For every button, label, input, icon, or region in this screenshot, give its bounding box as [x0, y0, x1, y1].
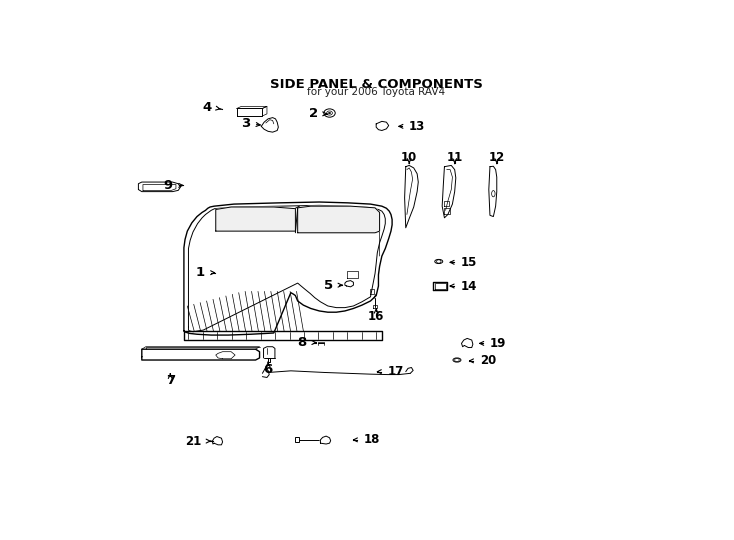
Circle shape: [324, 109, 335, 117]
Text: 4: 4: [202, 101, 211, 114]
Text: 7: 7: [166, 374, 175, 387]
Text: 9: 9: [164, 179, 172, 192]
Polygon shape: [404, 165, 418, 228]
Text: 11: 11: [446, 151, 463, 164]
Text: 10: 10: [401, 151, 418, 164]
Text: 17: 17: [388, 365, 404, 378]
Circle shape: [328, 112, 330, 114]
Text: 15: 15: [460, 256, 477, 269]
Polygon shape: [321, 436, 330, 444]
Text: 19: 19: [490, 337, 506, 350]
Polygon shape: [261, 118, 278, 132]
Polygon shape: [345, 281, 354, 287]
Polygon shape: [237, 109, 262, 116]
Polygon shape: [139, 182, 181, 192]
Bar: [295, 437, 299, 442]
Polygon shape: [216, 207, 295, 231]
Text: 1: 1: [195, 266, 204, 279]
Polygon shape: [442, 165, 456, 218]
Text: 2: 2: [309, 107, 318, 120]
Text: for your 2006 Toyota RAV4: for your 2006 Toyota RAV4: [307, 87, 446, 97]
Polygon shape: [184, 331, 382, 340]
Polygon shape: [298, 206, 379, 233]
Polygon shape: [346, 271, 358, 278]
Text: 12: 12: [489, 151, 505, 164]
Polygon shape: [376, 122, 389, 131]
Polygon shape: [433, 282, 447, 290]
Text: 14: 14: [460, 280, 477, 293]
Ellipse shape: [435, 259, 443, 264]
Ellipse shape: [453, 358, 461, 362]
Polygon shape: [318, 342, 324, 345]
Polygon shape: [489, 166, 497, 217]
Polygon shape: [237, 106, 267, 109]
Text: 13: 13: [409, 120, 426, 133]
Text: 16: 16: [368, 310, 385, 323]
Text: 20: 20: [480, 354, 496, 367]
Text: 18: 18: [363, 434, 380, 447]
Text: 21: 21: [185, 435, 201, 448]
Text: 3: 3: [241, 117, 250, 130]
Text: 6: 6: [264, 363, 273, 376]
Polygon shape: [262, 368, 269, 377]
Polygon shape: [212, 436, 222, 445]
Polygon shape: [462, 339, 473, 348]
Polygon shape: [142, 349, 260, 360]
Text: 8: 8: [297, 336, 307, 349]
Text: SIDE PANEL & COMPONENTS: SIDE PANEL & COMPONENTS: [269, 78, 483, 91]
Text: 5: 5: [324, 279, 333, 292]
